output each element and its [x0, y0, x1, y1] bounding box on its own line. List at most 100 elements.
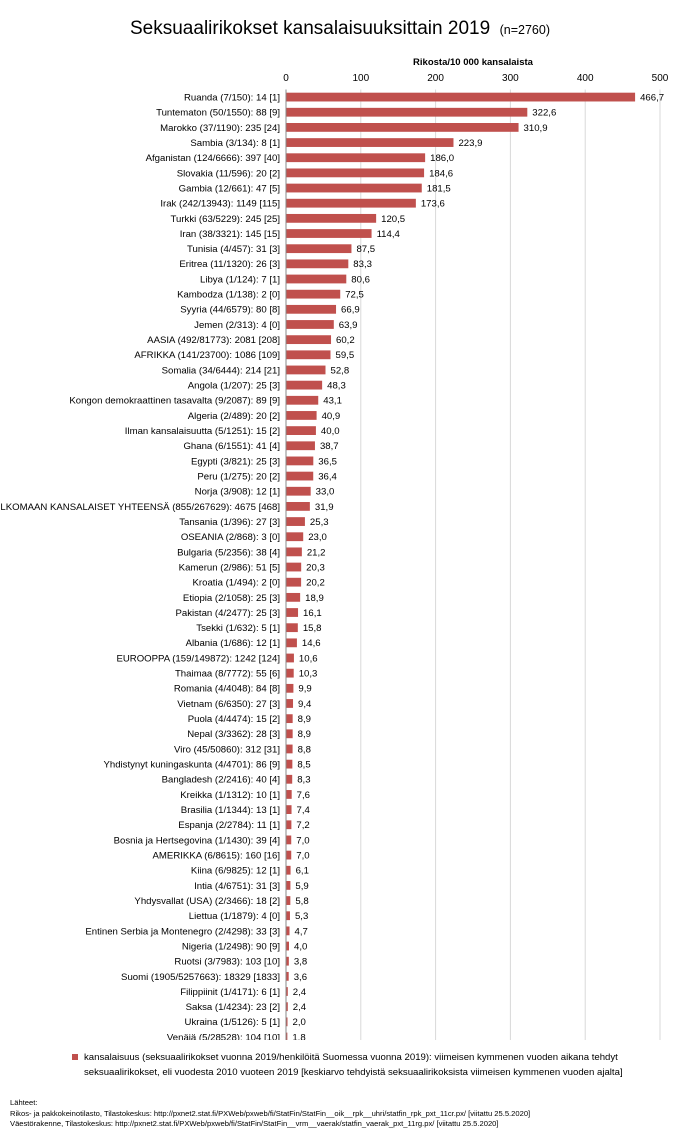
bar: [286, 653, 294, 663]
data-label: 80,6: [351, 274, 370, 285]
data-label: 10,3: [299, 669, 318, 680]
chart-title: Seksuaalirikokset kansalaisuuksittain 20…: [130, 18, 550, 39]
category-label: Filippiinit (1/4171): 6 [1]: [180, 987, 280, 998]
bar: [286, 229, 372, 238]
category-label: Iran (38/3321): 145 [15]: [180, 229, 280, 240]
category-label: Liettua (1/1879): 4 [0]: [189, 911, 280, 922]
data-label: 120,5: [381, 214, 405, 225]
category-label: AMERIKKA (6/8615): 160 [16]: [153, 850, 280, 861]
category-label: Tansania (1/396): 27 [3]: [179, 517, 280, 528]
bar: [286, 441, 315, 451]
bar: [286, 759, 293, 769]
data-label: 15,8: [303, 623, 322, 634]
data-label: 186,0: [430, 153, 454, 164]
bar: [286, 502, 310, 511]
data-label: 43,1: [323, 396, 342, 407]
data-label: 23,0: [308, 532, 327, 543]
category-label: Bulgaria (5/2356): 38 [4]: [177, 547, 280, 558]
bar: [286, 941, 289, 951]
data-label: 310,9: [524, 123, 548, 134]
data-label: 3,8: [294, 957, 307, 968]
data-label: 20,2: [306, 578, 325, 589]
bar: [286, 623, 298, 633]
data-label: 184,6: [429, 168, 453, 179]
category-label: Kreikka (1/1312): 10 [1]: [180, 790, 280, 801]
category-label: Afganistan (124/6666): 397 [40]: [146, 153, 280, 164]
bar: [286, 592, 301, 602]
data-label: 1,8: [292, 1032, 305, 1040]
bar: [286, 532, 304, 542]
bar: [286, 244, 352, 254]
axis-title: Rikosta/10 000 kansalaista: [413, 57, 534, 68]
data-label: 3,6: [294, 972, 307, 983]
data-label: 52,8: [330, 365, 349, 376]
bar: [286, 198, 416, 208]
data-label: 322,6: [532, 108, 556, 119]
category-label: Saksa (1/4234): 23 [2]: [186, 1002, 280, 1013]
category-label: Ruanda (7/150): 14 [1]: [184, 92, 280, 103]
x-tick-label: 400: [577, 73, 594, 84]
data-label: 18,9: [305, 593, 324, 604]
data-label: 59,5: [336, 350, 355, 361]
x-tick-label: 0: [283, 73, 289, 84]
bar: [286, 608, 299, 617]
category-label: Kamerun (2/986): 51 [5]: [179, 562, 280, 573]
data-label: 2,4: [293, 987, 307, 998]
data-label: 60,2: [336, 335, 355, 346]
bars: [286, 92, 636, 1040]
bar: [286, 92, 636, 102]
bar: [286, 562, 302, 572]
x-axis-ticks: 0 100 200 300 400 500: [283, 73, 669, 84]
bar: [286, 335, 332, 345]
category-label: Thaimaa (8/7772): 55 [6]: [175, 669, 280, 680]
category-label: Libya (1/124): 7 [1]: [200, 274, 280, 285]
category-label: Kongon demokraattinen tasavalta (9/2087)…: [69, 396, 280, 407]
bar: [286, 850, 292, 860]
bar: [286, 107, 528, 117]
data-label: 8,8: [298, 744, 311, 755]
bar: [286, 911, 290, 921]
category-label: Kiina (6/9825): 12 [1]: [191, 866, 280, 877]
bar: [286, 380, 323, 390]
category-label: Norja (3/908): 12 [1]: [195, 487, 280, 498]
data-label: 2,4: [293, 1002, 307, 1013]
category-label: Tunisia (4/457): 31 [3]: [187, 244, 280, 255]
category-label: Sambia (3/134): 8 [1]: [190, 138, 280, 149]
data-label: 9,9: [298, 684, 311, 695]
chart-title-main: Seksuaalirikokset kansalaisuuksittain 20…: [130, 18, 490, 39]
data-label: 40,0: [321, 426, 340, 437]
data-label: 8,3: [297, 775, 310, 786]
legend: kansalaisuus (seksuaalirikokset vuonna 2…: [72, 1050, 632, 1080]
data-label: 114,4: [377, 229, 401, 240]
bar: [286, 123, 519, 132]
category-label: Somalia (34/6444): 214 [21]: [162, 365, 280, 376]
category-label: Pakistan (4/2477): 25 [3]: [175, 608, 280, 619]
category-label: Yhdistynyt kuningaskunta (4/4701): 86 [9…: [103, 760, 280, 771]
category-label: Espanja (2/2784): 11 [1]: [178, 820, 280, 831]
data-label: 72,5: [345, 290, 364, 301]
data-label: 466,7: [640, 92, 664, 103]
data-label: 21,2: [307, 547, 326, 558]
category-label: Peru (1/275): 20 [2]: [197, 471, 280, 482]
bar: [286, 820, 292, 830]
category-label: Gambia (12/661): 47 [5]: [179, 183, 280, 194]
category-label: Kambodza (1/138): 2 [0]: [177, 290, 280, 301]
bar: [286, 729, 293, 739]
category-label: Nigeria (1/2498): 90 [9]: [182, 941, 280, 952]
data-label: 8,5: [297, 760, 310, 771]
bar: [286, 714, 293, 724]
category-label: Angola (1/207): 25 [3]: [188, 381, 280, 392]
data-label: 5,3: [295, 911, 308, 922]
category-label: Marokko (37/1190): 235 [24]: [160, 123, 280, 134]
category-label: ULKOMAAN KANSALAISET YHTEENSÄ (855/26762…: [0, 502, 280, 513]
bar: [286, 168, 425, 178]
category-label: Egypti (3/821): 25 [3]: [191, 456, 280, 467]
category-label: Romania (4/4048): 84 [8]: [174, 684, 280, 695]
data-label: 173,6: [421, 199, 445, 210]
category-label: Puola (4/4474): 15 [2]: [188, 714, 280, 725]
legend-text: kansalaisuus (seksuaalirikokset vuonna 2…: [84, 1052, 623, 1078]
x-tick-label: 100: [352, 73, 369, 84]
bar: [286, 320, 334, 329]
bar: [286, 486, 311, 496]
data-label: 20,3: [306, 562, 325, 573]
